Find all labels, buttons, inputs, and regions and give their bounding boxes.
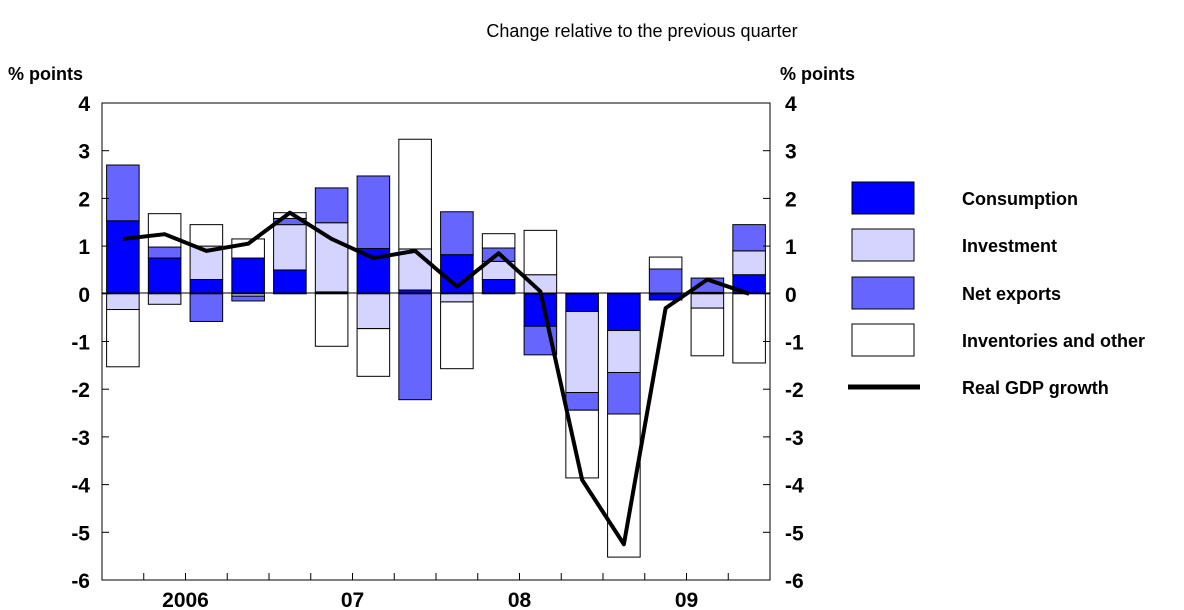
bar-net-exports-2007Q4 (398, 293, 432, 401)
bar-investment-2007Q4 (398, 248, 432, 291)
y-tick-right: -6 (785, 570, 804, 593)
y-tick-left: -4 (71, 475, 90, 498)
y-tick-left: -1 (71, 332, 90, 355)
y-tick-right: -2 (785, 379, 804, 402)
bar-investment-2009Q3 (690, 293, 725, 309)
bar-investment-2008Q1 (440, 293, 474, 303)
bar-inventories-and-other-2006Q1 (106, 309, 140, 368)
bar-inventories-and-other-2008Q2 (481, 233, 516, 249)
y-tick-left: 3 (78, 141, 90, 164)
bar-inventories-and-other-2008Q1 (440, 301, 474, 370)
bar-consumption-2008Q2 (481, 278, 516, 295)
y-tick-left: 2 (78, 188, 90, 211)
legend-label-real-gdp-growth: Real GDP growth (962, 378, 1109, 398)
bar-inventories-and-other-2006Q3 (189, 224, 224, 247)
plot-frame (101, 102, 771, 581)
bar-investment-2006Q1 (106, 293, 140, 311)
y-tick-right: -3 (785, 427, 804, 450)
x-tick-label: 08 (508, 589, 532, 610)
bar-net-exports-2006Q3 (189, 293, 224, 322)
x-tick-label: 2006 (162, 589, 209, 610)
bar-consumption-2006Q4 (231, 257, 265, 295)
bar-consumption-2008Q4 (565, 293, 599, 312)
legend-swatch-inventories-and-other (851, 323, 915, 357)
bar-inventories-and-other-2008Q3 (523, 229, 558, 276)
bar-net-exports-2007Q2 (314, 187, 349, 224)
y-tick-right: 1 (785, 236, 797, 259)
y-tick-right: 3 (785, 141, 797, 164)
x-tick-label: 09 (675, 589, 698, 610)
y-tick-left: -6 (71, 570, 90, 593)
bar-inventories-and-other-2009Q4 (732, 293, 766, 364)
bar-investment-2008Q4 (565, 310, 599, 394)
legend-label-consumption: Consumption (962, 189, 1078, 209)
legend-swatch-investment (851, 228, 915, 262)
bar-consumption-2007Q1 (273, 269, 307, 295)
y-tick-left: -5 (71, 522, 90, 545)
bars-group (106, 138, 766, 558)
bar-net-exports-2006Q1 (106, 164, 140, 222)
bar-net-exports-2006Q2 (147, 246, 182, 259)
y-tick-left: -3 (71, 427, 90, 450)
y-tick-left: 0 (78, 284, 90, 307)
bar-consumption-2006Q1 (106, 220, 140, 295)
bar-investment-2009Q4 (732, 250, 766, 276)
y-tick-right: -5 (785, 522, 804, 545)
y-tick-right: 2 (785, 188, 797, 211)
bar-net-exports-2009Q1 (607, 372, 641, 415)
legend-swatch-consumption (851, 181, 915, 215)
bar-inventories-and-other-2007Q3 (356, 328, 391, 377)
bar-inventories-and-other-2009Q2 (648, 256, 683, 270)
bar-investment-2006Q2 (147, 293, 182, 305)
bar-investment-2007Q2 (314, 222, 349, 293)
bar-net-exports-2007Q3 (356, 175, 391, 249)
bar-net-exports-2006Q4 (231, 295, 265, 302)
right-axis-unit: % points (780, 64, 855, 84)
bar-net-exports-2008Q4 (565, 392, 599, 411)
bar-inventories-and-other-2007Q2 (314, 293, 349, 347)
bar-investment-2009Q1 (607, 330, 641, 374)
y-tick-right: 4 (785, 93, 797, 116)
bar-inventories-and-other-2009Q3 (690, 307, 725, 357)
x-tick-label: 07 (341, 589, 364, 610)
legend-swatch-net-exports (851, 276, 915, 310)
real-gdp-growth-line (122, 210, 750, 547)
x-ticks-group: 2006 07 08 09 (143, 573, 729, 610)
bar-net-exports-2009Q2 (648, 268, 683, 295)
bar-consumption-2006Q3 (189, 278, 224, 295)
y-tick-right: 0 (785, 284, 797, 307)
legend-label-investment: Investment (962, 236, 1057, 256)
y-tick-left: -2 (71, 379, 90, 402)
chart-subtitle: Change relative to the previous quarter (486, 21, 797, 41)
y-tick-left: 4 (78, 93, 90, 116)
bar-net-exports-2009Q4 (732, 224, 766, 252)
bar-investment-2007Q1 (273, 224, 307, 271)
y-tick-left: 1 (78, 236, 90, 259)
bar-consumption-2006Q2 (147, 257, 182, 295)
legend-label-inventories-and-other: Inventories and other (962, 331, 1145, 351)
y-tick-right: -4 (785, 475, 804, 498)
legend: Consumption Investment Net exports Inventor… (848, 181, 1145, 398)
bar-inventories-and-other-2006Q2 (147, 213, 182, 248)
y-tick-right: -1 (785, 332, 804, 355)
y-ticks-group: 4 4 3 3 2 2 1 1 0 0 -1 -1 -2 -2 -3 -3 -4 -4 -5 -5 -6 -6 (71, 93, 804, 593)
bar-investment-2007Q3 (356, 293, 391, 330)
bar-net-exports-2008Q1 (440, 211, 474, 256)
left-axis-unit: % points (8, 64, 83, 84)
bar-inventories-and-other-2007Q4 (398, 138, 432, 250)
legend-label-net-exports: Net exports (962, 284, 1061, 304)
bar-consumption-2009Q1 (607, 293, 641, 332)
